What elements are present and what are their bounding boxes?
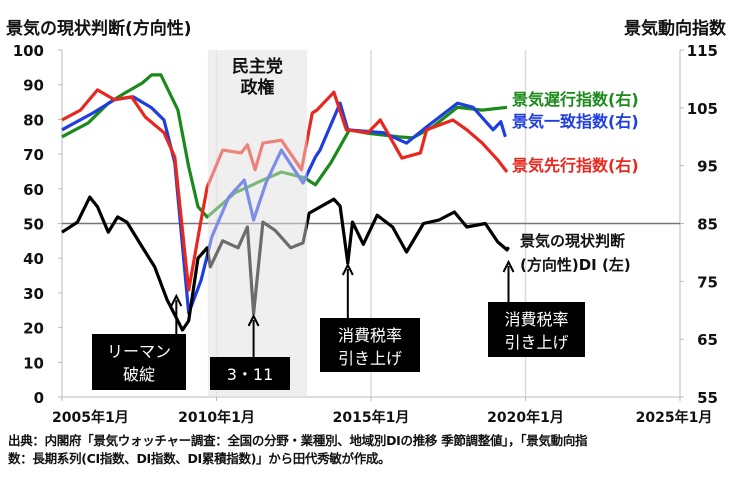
x-tick-label: 2015年1月 [333, 409, 410, 426]
annotation-text-1: リーマン [107, 342, 171, 361]
series-label-0: 景気遅行指数(右) [512, 90, 639, 109]
series-line-3 [61, 195, 510, 332]
annotation-text-1: 消費税率 [504, 310, 568, 329]
source-note: 出典：内閣府「景気ウォッチャー調査：全国の分野・業種別、地域別DIの推移 季節調… [8, 432, 728, 468]
right-tick-label: 115 [687, 42, 718, 60]
series-label-2: 景気先行指数(右) [512, 156, 639, 175]
x-tick-label: 2005年1月 [52, 409, 129, 426]
annotation-text-2: 引き上げ [504, 333, 568, 352]
annotation-text-2: 破綻 [123, 365, 155, 384]
left-tick-label: 40 [23, 250, 44, 268]
left-tick-label: 10 [23, 354, 44, 372]
annotation-text-2: 引き上げ [338, 349, 402, 368]
right-tick-label: 85 [697, 216, 718, 234]
arrow-head-icon [502, 259, 515, 273]
shaded-period-overlay [207, 50, 308, 397]
x-tick-label: 2010年1月 [178, 409, 255, 426]
source-line-1: 出典：内閣府「景気ウォッチャー調査：全国の分野・業種別、地域別DIの推移 季節調… [8, 433, 588, 448]
left-tick-label: 70 [23, 146, 44, 164]
right-tick-label: 95 [697, 158, 718, 176]
left-tick-label: 0 [34, 389, 44, 407]
right-tick-label: 105 [687, 100, 718, 118]
annotation-box [92, 334, 186, 390]
right-axis-title: 景気動向指数 [624, 19, 726, 39]
right-tick-label: 55 [697, 389, 718, 407]
annotation-box [488, 302, 585, 357]
annotation-text-1: 消費税率 [338, 326, 402, 345]
series-line-1 [61, 95, 507, 315]
left-tick-label: 50 [23, 216, 44, 234]
arrow-head-icon [247, 313, 260, 327]
annotation-box [210, 357, 290, 390]
left-tick-label: 30 [23, 285, 44, 303]
series-line-2 [61, 88, 509, 292]
left-tick-label: 100 [13, 42, 44, 60]
right-tick-label: 65 [697, 331, 718, 349]
di-label-1: 景気の現状判断 [520, 232, 625, 250]
left-axis-title: 景気の現状判断(方向性) [6, 19, 192, 39]
di-label-2: (方向性)DI (左) [520, 256, 631, 274]
shaded-period-label-2: 政権 [240, 77, 274, 98]
arrow-head-icon [170, 293, 183, 307]
source-line-2: 数：長期系列(CI指数、DI指数、DI累積指数)」から田代秀敏が作成。 [8, 451, 391, 466]
left-tick-label: 20 [23, 320, 44, 338]
x-tick-label: 2020年1月 [487, 409, 564, 426]
shaded-period-label-1: 民主党 [232, 56, 283, 77]
series-label-1: 景気一致指数(右) [512, 112, 639, 131]
annotation-box [320, 318, 420, 372]
left-tick-label: 90 [23, 77, 44, 95]
left-tick-label: 80 [23, 111, 44, 129]
right-tick-label: 75 [697, 273, 718, 291]
x-tick-label: 2025年1月 [636, 409, 713, 426]
annotation-text-1: 3・11 [227, 365, 274, 384]
left-tick-label: 60 [23, 181, 44, 199]
arrow-head-icon [341, 262, 354, 276]
